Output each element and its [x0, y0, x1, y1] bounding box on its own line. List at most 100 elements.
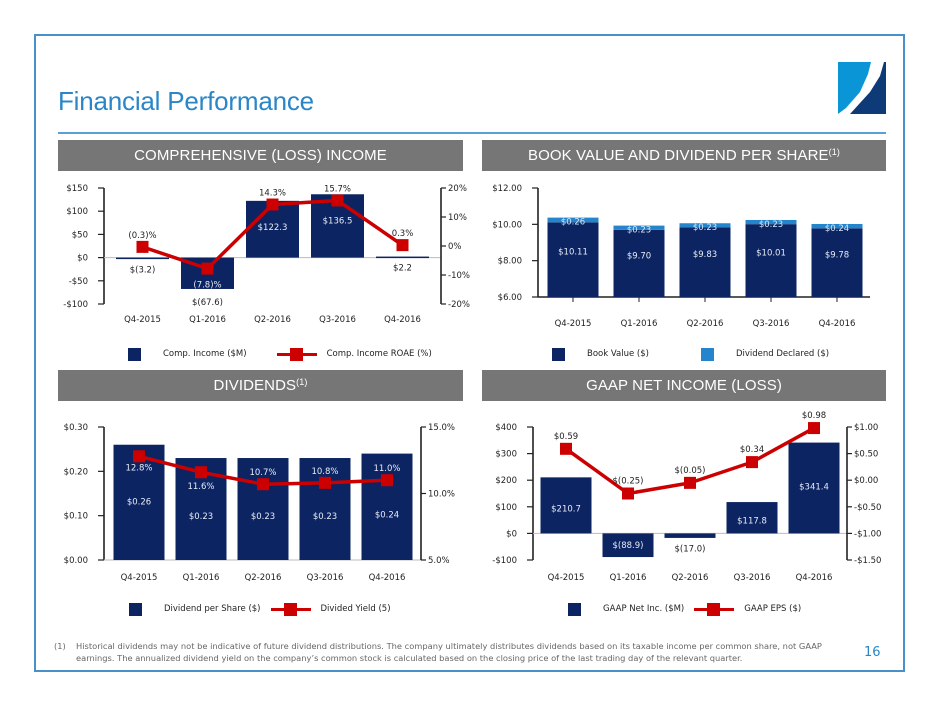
data-label-line: (7.8)% [193, 281, 221, 291]
title-divider [58, 132, 886, 134]
legend-swatch-bar [128, 347, 141, 361]
y-tick-label-left: $0.20 [64, 467, 88, 477]
line-marker [622, 487, 634, 500]
data-label-bar: $2.2 [393, 264, 412, 274]
y-tick-label-right: 10.0% [428, 490, 455, 500]
line-marker [201, 262, 214, 275]
data-label-dividend: $0.23 [627, 226, 651, 236]
x-tick-label: Q3-2016 [753, 319, 790, 329]
x-tick-label: Q4-2016 [819, 319, 856, 329]
bar-dividend-declared [613, 225, 665, 230]
line-marker [133, 450, 145, 463]
section-header-label: GAAP NET INCOME (LOSS) [586, 377, 782, 394]
y-tick-label-right: -$1.50 [854, 556, 881, 566]
y-tick-label-left: $0.10 [64, 512, 88, 522]
data-label-line: 0.3% [392, 229, 414, 239]
data-label-book-value: $10.11 [558, 248, 588, 258]
data-label-bar: $117.8 [737, 517, 767, 527]
y-tick-label-right: $0.50 [854, 450, 878, 460]
y-tick-label-right: 20% [448, 184, 467, 194]
x-tick-label: Q2-2016 [245, 573, 282, 583]
x-tick-label: Q4-2015 [121, 573, 158, 583]
section-header-book-value: BOOK VALUE AND DIVIDEND PER SHARE(1) [482, 140, 886, 171]
y-tick-label-left: $100 [495, 503, 517, 513]
footnote-marker: (1) [54, 641, 66, 651]
y-tick-label-right: 5.0% [428, 556, 450, 566]
data-label-dividend: $0.26 [561, 218, 585, 228]
data-label-bar: $(17.0) [675, 544, 706, 554]
data-label-book-value: $9.70 [627, 251, 651, 261]
x-tick-label: Q4-2016 [796, 573, 833, 583]
x-tick-label: Q4-2015 [124, 315, 161, 325]
bar [361, 453, 413, 560]
data-label-bar: $0.26 [127, 498, 151, 508]
x-tick-label: Q4-2016 [369, 573, 406, 583]
bar [602, 533, 654, 558]
x-tick-label: Q4-2015 [548, 573, 585, 583]
x-tick-label: Q3-2016 [319, 315, 356, 325]
x-tick-label: Q1-2016 [621, 319, 658, 329]
bar-book-value [613, 229, 665, 297]
data-label-book-value: $10.01 [756, 249, 786, 259]
y-tick-label-left: $400 [495, 423, 517, 433]
chart-dividends: $0.00 $0.10 $0.20 $0.30 5.0% 10.0% 15.0% Q4-201… [64, 423, 455, 583]
y-tick-label-left: -$100 [63, 300, 88, 310]
section-header-gaap: GAAP NET INCOME (LOSS) [482, 370, 886, 401]
data-label-bar: $136.5 [323, 216, 353, 226]
logo-light-panel [838, 62, 871, 114]
bar [540, 477, 592, 534]
bar [113, 444, 165, 560]
chart-comp-income: -$100 -$50 $0 $50 $100 $150 -20% -10% 0% 10% 20% Q4… [63, 184, 470, 325]
bar-book-value [745, 224, 797, 297]
data-label-bar: $0.24 [375, 510, 399, 520]
data-label-bar: $0.23 [313, 512, 337, 522]
bar [237, 458, 289, 560]
data-label-line: $0.34 [740, 445, 764, 455]
bar-book-value [547, 222, 599, 297]
section-header-dividends: DIVIDENDS(1) [58, 370, 463, 401]
x-tick-label: Q2-2016 [687, 319, 724, 329]
y-tick-label-left: $200 [495, 476, 517, 486]
data-label-bar: $(3.2) [130, 266, 156, 276]
y-tick-label-right: -20% [448, 300, 470, 310]
legend-swatch-line [276, 347, 317, 361]
y-tick-label-left: $150 [66, 184, 88, 194]
section-header-label: COMPREHENSIVE (LOSS) INCOME [134, 147, 387, 164]
logo-dark-panel [850, 62, 886, 114]
bar-dividend-declared [811, 223, 863, 229]
data-label-bar: $0.23 [251, 512, 275, 522]
data-label-line: 10.7% [249, 468, 276, 478]
legend-label: Dividend per Share ($) [164, 604, 261, 614]
data-label-line: $0.59 [554, 432, 578, 442]
footnote-text: Historical dividends may not be indicati… [76, 641, 822, 663]
x-tick-label: Q4-2015 [555, 319, 592, 329]
legend-book-value: Book Value ($) Dividend Declared ($) [552, 346, 829, 362]
x-tick-label: Q2-2016 [254, 315, 291, 325]
y-tick-label-left: $300 [495, 450, 517, 460]
legend-swatch-bar [552, 347, 565, 361]
legend-label: Book Value ($) [587, 349, 649, 359]
y-tick-label-right: $1.00 [854, 423, 878, 433]
line-marker [195, 466, 207, 479]
x-tick-label: Q3-2016 [734, 573, 771, 583]
legend-swatch-line [270, 602, 311, 616]
line-marker [331, 194, 344, 207]
y-tick-label-left: -$50 [69, 277, 88, 287]
data-label-bar: $0.23 [189, 512, 213, 522]
footnote: (1) Historical dividends may not be indi… [54, 640, 854, 664]
bar-book-value [679, 227, 731, 297]
bar-dividend-declared [679, 223, 731, 228]
line-marker [319, 476, 331, 489]
legend-label: Comp. Income ($M) [163, 349, 247, 359]
line-marker [560, 442, 572, 455]
company-logo-icon [838, 62, 886, 114]
line-marker [381, 474, 393, 487]
data-label-book-value: $9.83 [693, 250, 717, 260]
data-label-bar: $210.7 [551, 504, 581, 514]
footnote-ref: (1) [828, 147, 840, 157]
y-tick-label-right: -$0.50 [854, 503, 881, 513]
data-label-line: $0.98 [802, 411, 826, 421]
legend-label: GAAP Net Inc. ($M) [603, 604, 685, 614]
legend-swatch-bar [700, 347, 714, 361]
